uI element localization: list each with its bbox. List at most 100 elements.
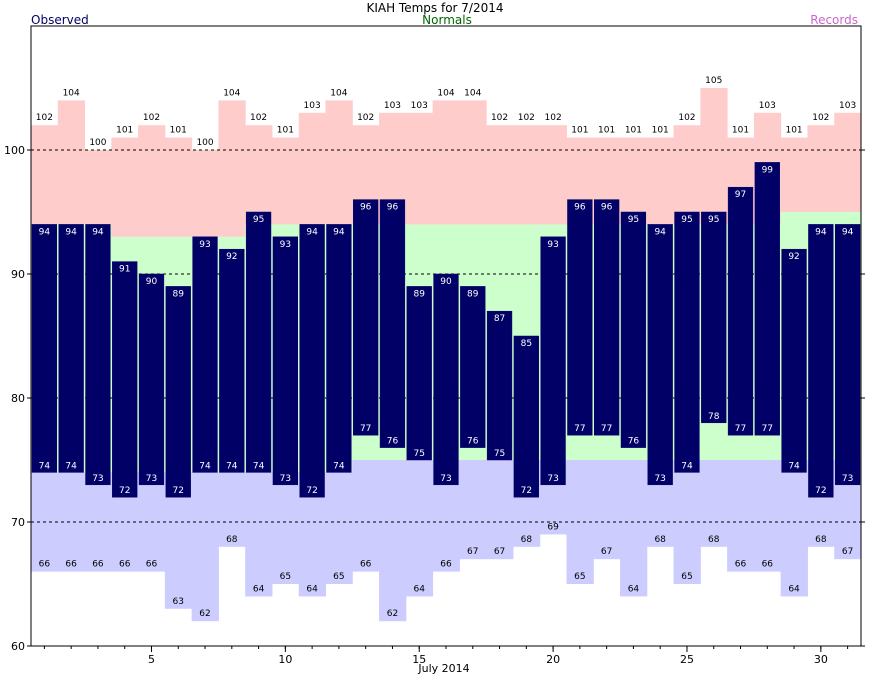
observed-high-label-day-7: 93 [199, 240, 210, 250]
record-high-label-day-28: 103 [759, 101, 776, 111]
observed-bar-day-3 [85, 224, 111, 486]
record-high-label-day-10: 101 [277, 126, 294, 136]
observed-low-label-day-16: 73 [440, 474, 451, 484]
x-axis-label: July 2014 [417, 662, 469, 675]
observed-low-label-day-31: 73 [842, 474, 853, 484]
record-high-band-day-11 [298, 112, 327, 225]
record-high-label-day-27: 101 [732, 126, 749, 136]
observed-low-label-day-8: 74 [226, 461, 238, 471]
y-tick-label-60: 60 [11, 640, 25, 653]
record-high-label-day-2: 104 [63, 88, 80, 98]
observed-low-label-day-3: 73 [92, 474, 103, 484]
record-low-band-day-26 [700, 460, 728, 547]
observed-high-label-day-11: 94 [306, 227, 318, 237]
observed-bar-day-8 [219, 248, 245, 473]
record-low-label-day-23: 64 [628, 584, 640, 594]
observed-bar-day-25 [674, 211, 700, 473]
record-high-band-day-3 [84, 150, 112, 225]
record-high-label-day-16: 104 [437, 88, 454, 98]
legend-observed: Observed [31, 13, 89, 27]
observed-low-label-day-6: 72 [173, 486, 184, 496]
observed-bar-day-26 [701, 211, 727, 424]
record-low-label-day-15: 64 [413, 584, 425, 594]
record-low-band-day-9 [245, 472, 273, 597]
observed-high-label-day-31: 94 [842, 227, 854, 237]
legend-normals: Normals [422, 13, 472, 27]
x-tick-label-30: 30 [814, 653, 828, 666]
record-high-band-day-2 [57, 100, 86, 225]
observed-high-label-day-13: 96 [360, 203, 372, 213]
observed-high-label-day-5: 90 [146, 277, 158, 287]
record-high-band-day-7 [191, 150, 219, 237]
observed-high-label-day-19: 85 [521, 339, 532, 349]
record-high-band-day-31 [834, 112, 862, 212]
record-low-label-day-1: 66 [39, 560, 51, 570]
observed-low-label-day-25: 74 [681, 461, 693, 471]
x-tick-label-10: 10 [278, 653, 292, 666]
observed-bar-day-29 [781, 248, 807, 473]
observed-high-label-day-4: 91 [119, 265, 130, 275]
observed-bar-day-22 [594, 199, 620, 436]
record-high-band-day-15 [405, 112, 434, 225]
observed-bar-day-28 [754, 162, 780, 436]
record-high-band-day-8 [218, 100, 246, 237]
record-low-label-day-24: 68 [654, 535, 666, 545]
record-high-label-day-4: 101 [116, 126, 133, 136]
observed-low-label-day-20: 73 [547, 474, 558, 484]
record-low-label-day-12: 65 [333, 572, 344, 582]
observed-bar-day-31 [834, 224, 861, 486]
record-high-label-day-1: 102 [36, 113, 53, 123]
record-low-band-day-15 [405, 460, 434, 597]
observed-low-label-day-29: 74 [788, 461, 800, 471]
record-high-band-day-1 [31, 125, 59, 225]
observed-low-label-day-11: 72 [306, 486, 317, 496]
record-low-label-day-25: 65 [681, 572, 692, 582]
record-low-band-day-22 [593, 460, 621, 560]
record-low-band-day-7 [191, 472, 219, 622]
record-low-label-day-16: 66 [440, 560, 452, 570]
observed-high-label-day-1: 94 [39, 227, 51, 237]
observed-high-label-day-23: 95 [628, 215, 639, 225]
record-high-band-day-10 [271, 137, 300, 225]
record-low-band-day-23 [620, 460, 648, 597]
x-tick-label-15: 15 [412, 653, 426, 666]
record-high-label-day-9: 102 [250, 113, 267, 123]
record-low-label-day-4: 66 [119, 560, 131, 570]
record-low-label-day-10: 65 [280, 572, 291, 582]
record-high-band-day-12 [325, 100, 353, 225]
record-low-band-day-8 [218, 472, 246, 547]
observed-low-label-day-19: 72 [521, 486, 532, 496]
observed-low-label-day-4: 72 [119, 486, 130, 496]
observed-bar-day-23 [620, 211, 647, 448]
record-low-label-day-8: 68 [226, 535, 238, 545]
observed-low-label-day-10: 73 [280, 474, 291, 484]
record-low-label-day-13: 66 [360, 560, 372, 570]
observed-low-label-day-15: 75 [413, 449, 424, 459]
observed-bars [31, 162, 861, 498]
record-high-label-day-14: 103 [384, 101, 401, 111]
record-low-band-day-10 [271, 472, 300, 584]
observed-low-label-day-7: 74 [199, 461, 211, 471]
record-high-label-day-26: 105 [705, 76, 722, 86]
observed-high-label-day-6: 89 [173, 289, 185, 299]
observed-bar-day-30 [808, 224, 834, 498]
observed-low-label-day-23: 76 [628, 437, 640, 447]
observed-high-label-day-3: 94 [92, 227, 104, 237]
observed-high-label-day-29: 92 [788, 252, 799, 262]
record-low-label-day-20: 69 [547, 522, 559, 532]
record-high-label-day-8: 104 [223, 88, 240, 98]
record-high-label-day-30: 102 [812, 113, 829, 123]
chart-title: KIAH Temps for 7/2014 [366, 1, 503, 15]
observed-low-label-day-2: 74 [65, 461, 77, 471]
observed-bar-day-2 [58, 224, 84, 473]
record-low-label-day-9: 64 [253, 584, 265, 594]
observed-bar-day-7 [192, 236, 218, 473]
record-low-label-day-14: 62 [387, 609, 398, 619]
observed-bar-day-1 [31, 224, 58, 473]
observed-bar-day-17 [460, 286, 486, 448]
observed-high-label-day-20: 93 [547, 240, 558, 250]
observed-high-label-day-8: 92 [226, 252, 237, 262]
record-low-label-day-17: 67 [467, 547, 478, 557]
record-high-band-day-18 [486, 125, 514, 225]
observed-bar-day-10 [272, 236, 298, 486]
